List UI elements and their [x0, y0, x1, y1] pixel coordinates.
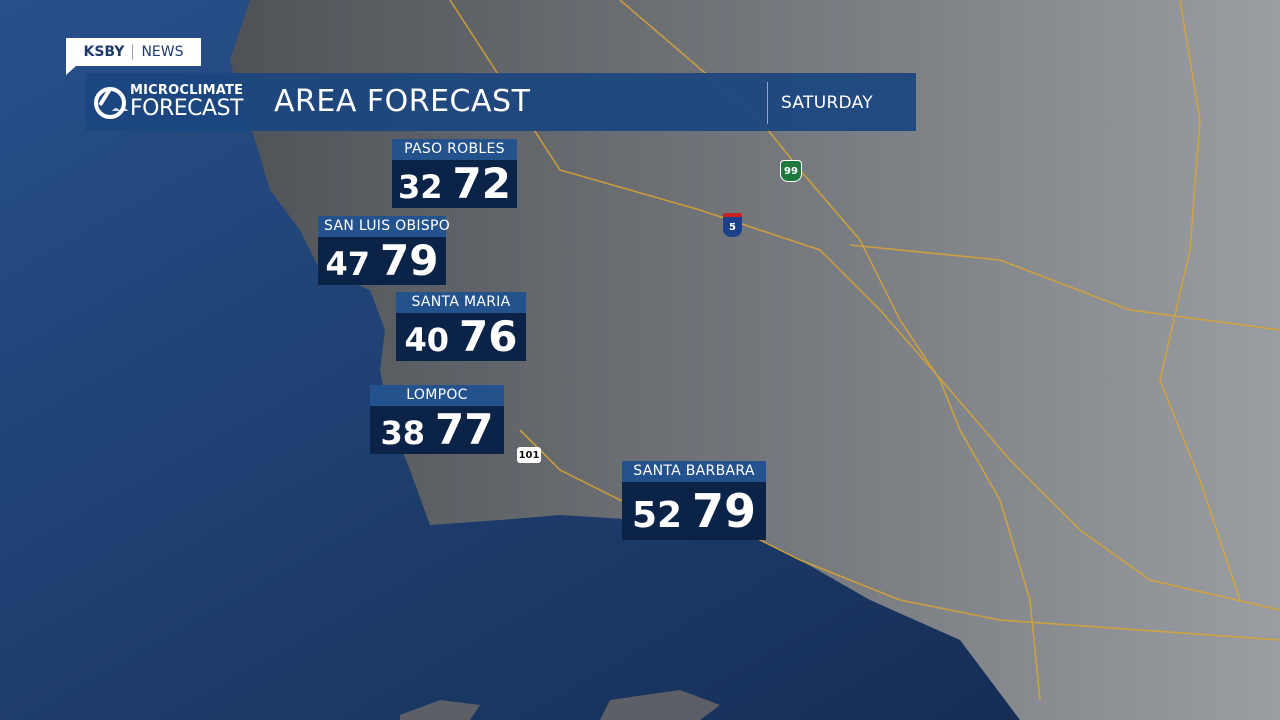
route-number: 99	[784, 165, 798, 177]
high-temp: 79	[380, 236, 439, 285]
island	[400, 690, 720, 720]
high-temp: 72	[452, 159, 511, 208]
channel-6-peacock-icon	[94, 87, 128, 119]
temperature-box: 40 76	[396, 313, 526, 361]
city-forecast-santa-barbara: SANTA BARBARA 52 79	[622, 461, 766, 540]
city-forecast-san-luis-obispo: SAN LUIS OBISPO 47 79	[318, 216, 450, 285]
us-route-shield-icon: 101	[517, 447, 541, 463]
temperature-box: 47 79	[318, 237, 446, 285]
page-title: AREA FORECAST	[274, 84, 531, 119]
microclimate-forecast-logo: MICROCLIMATE FORECAST	[92, 81, 252, 123]
temperature-box: 38 77	[370, 406, 504, 454]
station-name: KSBY	[83, 44, 125, 60]
header-divider	[767, 82, 768, 124]
temperature-box: 32 72	[392, 160, 517, 208]
low-temp: 52	[631, 495, 683, 536]
city-forecast-santa-maria: SANTA MARIA 40 76	[396, 292, 526, 361]
ksby-news-logo: KSBY NEWS	[66, 38, 201, 66]
low-temp: 47	[325, 245, 371, 283]
low-temp: 38	[380, 414, 426, 452]
logo-line-2: FORECAST	[130, 96, 243, 121]
highways	[449, 0, 1280, 701]
route-number: 5	[729, 221, 736, 233]
state-route-shield-icon: 99	[780, 160, 802, 182]
forecast-day: SATURDAY	[781, 93, 873, 113]
city-name: SANTA MARIA	[396, 292, 526, 313]
low-temp: 32	[398, 168, 443, 206]
city-name: LOMPOC	[370, 385, 504, 406]
city-name: PASO ROBLES	[392, 139, 517, 160]
city-forecast-paso-robles: PASO ROBLES 32 72	[392, 139, 517, 208]
low-temp: 40	[404, 321, 450, 359]
header-banner	[86, 73, 916, 131]
interstate-shield-icon: 5	[723, 213, 742, 237]
city-forecast-lompoc: LOMPOC 38 77	[370, 385, 504, 454]
logo-divider	[132, 44, 134, 60]
high-temp: 77	[435, 405, 494, 454]
city-name: SANTA BARBARA	[622, 461, 766, 482]
route-number: 101	[518, 449, 540, 461]
logo-tail	[66, 66, 76, 75]
temperature-box: 52 79	[622, 482, 766, 540]
high-temp: 76	[459, 312, 518, 361]
logo-line-1: MICROCLIMATE	[130, 83, 244, 98]
city-name: SAN LUIS OBISPO	[318, 216, 450, 237]
high-temp: 79	[692, 484, 757, 538]
news-label: NEWS	[141, 44, 184, 60]
